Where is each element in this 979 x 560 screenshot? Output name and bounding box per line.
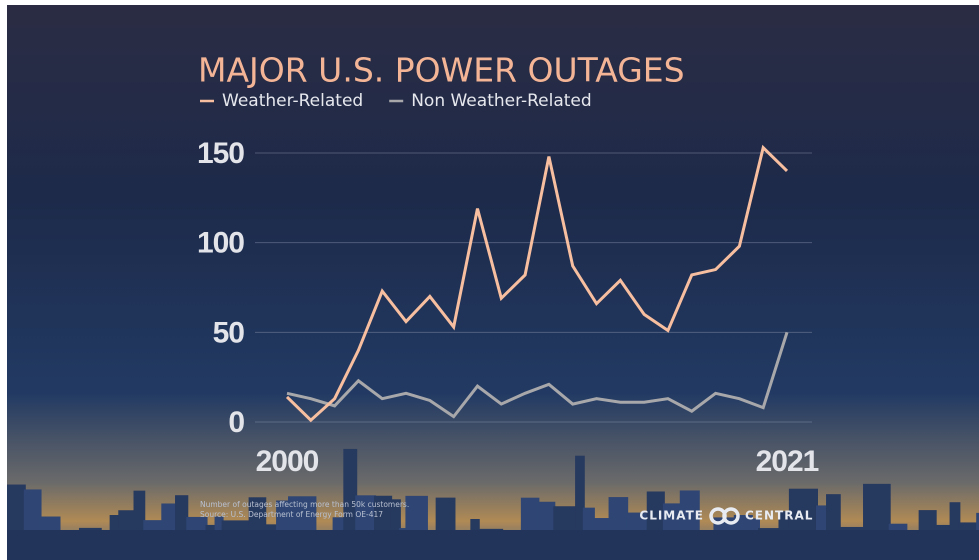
source-note: Source: U.S. Department of Energy Form O… [200, 510, 383, 519]
y-tick-label: 150 [197, 137, 244, 170]
legend-label: Non Weather-Related [411, 91, 591, 111]
y-tick-label: 0 [228, 406, 244, 439]
y-tick-label: 100 [197, 227, 244, 260]
legend-label: Weather-Related [222, 91, 363, 111]
chart: MAJOR U.S. POWER OUTAGES Weather-Related… [0, 0, 979, 560]
footnote: Number of outages affecting more than 50… [200, 500, 409, 509]
brand-left: CLIMATE [639, 509, 704, 523]
x-tick-label: 2000 [256, 445, 319, 478]
ground [7, 530, 979, 560]
x-tick-label: 2021 [756, 445, 819, 478]
chart-title: MAJOR U.S. POWER OUTAGES [198, 51, 685, 90]
brand-right: CENTRAL [745, 509, 813, 523]
page: MAJOR U.S. POWER OUTAGES Weather-Related… [0, 0, 979, 560]
y-tick-label: 50 [213, 316, 245, 349]
